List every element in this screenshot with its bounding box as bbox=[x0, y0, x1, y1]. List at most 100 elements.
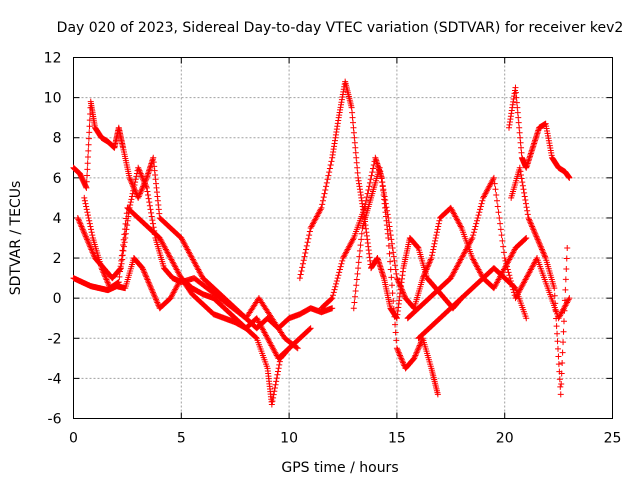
data-point bbox=[564, 245, 571, 252]
data-point bbox=[400, 290, 407, 297]
data-point bbox=[473, 217, 480, 224]
data-point bbox=[399, 288, 406, 295]
data-point bbox=[84, 236, 91, 243]
data-point bbox=[132, 179, 139, 186]
data-point bbox=[527, 220, 534, 227]
data-point bbox=[518, 171, 525, 178]
data-point bbox=[327, 161, 334, 168]
data-point bbox=[151, 292, 158, 299]
data-point bbox=[518, 175, 525, 182]
data-point bbox=[385, 219, 392, 226]
data-point bbox=[429, 252, 436, 259]
data-point bbox=[390, 249, 397, 256]
plot-frame bbox=[73, 57, 613, 419]
data-point bbox=[505, 269, 512, 276]
data-point bbox=[565, 296, 572, 303]
data-point bbox=[350, 305, 357, 312]
data-point bbox=[354, 169, 361, 176]
data-point bbox=[396, 351, 403, 358]
data-point bbox=[516, 124, 523, 131]
data-point bbox=[85, 239, 92, 246]
data-point bbox=[317, 206, 324, 213]
data-point bbox=[101, 272, 108, 279]
data-point bbox=[87, 245, 94, 252]
data-point bbox=[560, 339, 567, 346]
data-point bbox=[141, 180, 148, 187]
data-point bbox=[140, 177, 147, 184]
data-point bbox=[138, 186, 145, 193]
data-point bbox=[274, 371, 281, 378]
data-point bbox=[326, 165, 333, 172]
data-point bbox=[84, 154, 91, 161]
data-point bbox=[321, 190, 328, 197]
data-point bbox=[154, 300, 161, 307]
data-point bbox=[150, 290, 157, 297]
data-point bbox=[329, 305, 336, 312]
data-point bbox=[414, 346, 421, 353]
data-point bbox=[395, 348, 402, 355]
data-point bbox=[104, 277, 111, 284]
data-point bbox=[386, 223, 393, 230]
data-point bbox=[518, 144, 525, 151]
data-point bbox=[301, 253, 308, 260]
data-point bbox=[123, 226, 130, 233]
data-point bbox=[415, 345, 422, 352]
data-point bbox=[304, 239, 311, 246]
data-point bbox=[149, 288, 156, 295]
data-point bbox=[470, 232, 477, 239]
data-point bbox=[530, 226, 537, 233]
data-point bbox=[469, 235, 476, 241]
data-point bbox=[431, 240, 438, 247]
data-point bbox=[121, 239, 128, 246]
data-point bbox=[146, 202, 153, 209]
series-track-b bbox=[70, 255, 293, 362]
data-point bbox=[319, 201, 326, 208]
data-point bbox=[419, 275, 426, 282]
data-point bbox=[523, 235, 530, 241]
data-point bbox=[430, 246, 437, 253]
data-point bbox=[353, 276, 360, 283]
data-point bbox=[562, 286, 569, 293]
data-point bbox=[427, 257, 434, 264]
data-point bbox=[349, 109, 356, 116]
data-point bbox=[377, 168, 384, 175]
data-point bbox=[397, 353, 404, 360]
data-point bbox=[353, 154, 360, 161]
data-point bbox=[395, 279, 402, 286]
data-point bbox=[504, 263, 511, 270]
data-point bbox=[366, 179, 373, 186]
data-point bbox=[524, 207, 531, 214]
data-point bbox=[430, 243, 437, 250]
data-point bbox=[348, 104, 355, 111]
data-point bbox=[140, 176, 147, 183]
data-point bbox=[77, 222, 84, 229]
data-point bbox=[140, 267, 147, 274]
data-point bbox=[119, 252, 126, 259]
series-track-d bbox=[74, 164, 301, 352]
data-point bbox=[432, 235, 439, 241]
data-point bbox=[81, 194, 88, 201]
data-point bbox=[130, 187, 137, 194]
data-point bbox=[300, 257, 307, 264]
data-point bbox=[151, 231, 158, 238]
data-point bbox=[411, 353, 418, 360]
data-point bbox=[85, 141, 92, 148]
data-point bbox=[392, 329, 399, 336]
data-point bbox=[532, 230, 539, 237]
data-point bbox=[138, 173, 145, 180]
data-point bbox=[390, 305, 397, 312]
data-point bbox=[385, 242, 392, 249]
data-point bbox=[137, 189, 144, 196]
data-point bbox=[136, 167, 143, 174]
data-point bbox=[150, 224, 157, 231]
data-point bbox=[125, 213, 132, 220]
data-point bbox=[537, 242, 544, 249]
data-point bbox=[307, 325, 314, 332]
data-point bbox=[379, 182, 386, 189]
data-point bbox=[81, 230, 88, 237]
data-point bbox=[119, 256, 126, 263]
data-point bbox=[517, 134, 524, 141]
data-point bbox=[475, 212, 482, 219]
data-point bbox=[273, 375, 280, 382]
data-point bbox=[387, 227, 394, 234]
